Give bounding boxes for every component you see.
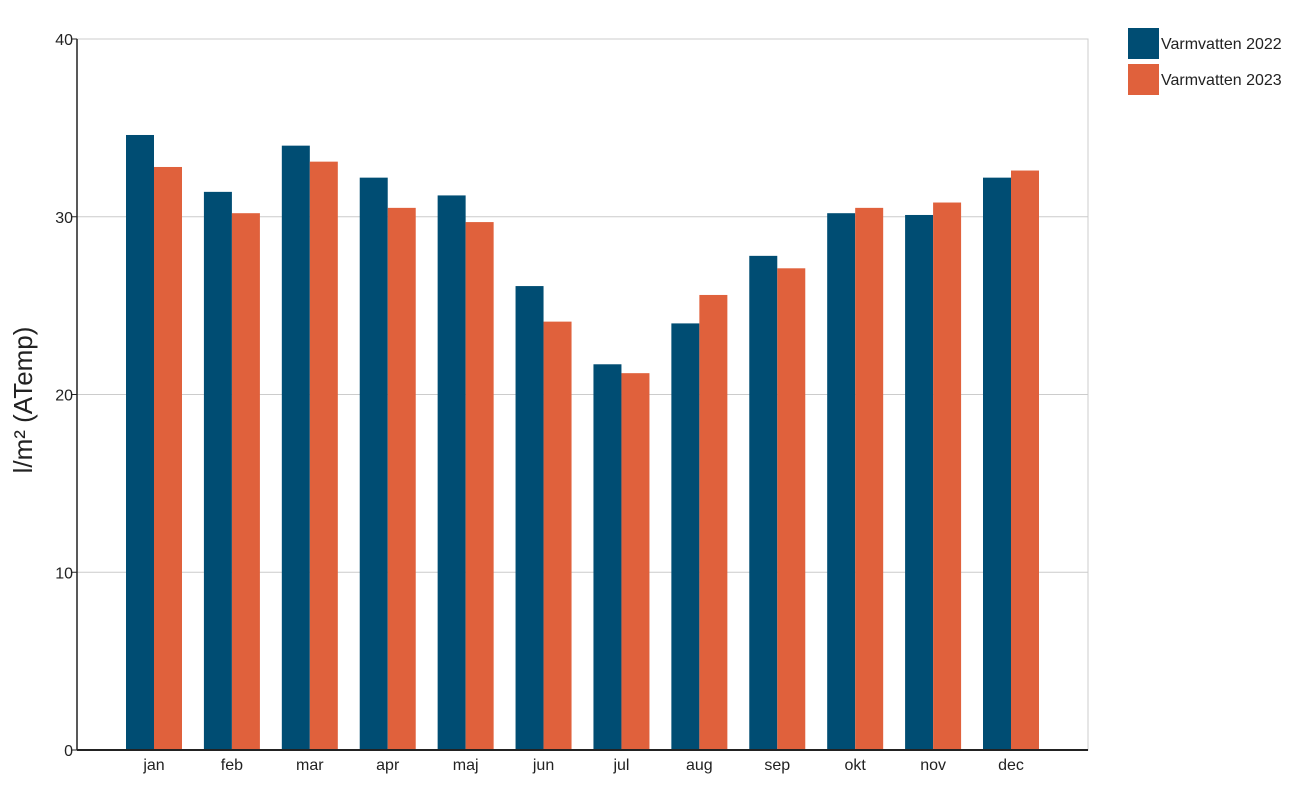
bar-2023-okt: [855, 207, 884, 751]
legend-label: Varmvatten 2022: [1161, 36, 1282, 53]
bar-2022-apr: [359, 177, 388, 750]
bar-2023-feb: [231, 213, 260, 750]
bar-2023-sep: [777, 268, 806, 750]
bar-2022-jul: [593, 364, 622, 750]
bar-2022-dec: [983, 177, 1011, 750]
bar-2023-jun: [543, 321, 572, 750]
legend: Varmvatten 2022 Varmvatten 2023: [1128, 28, 1282, 95]
bar-2023-apr: [387, 207, 416, 751]
bar-2023-jul: [621, 373, 650, 750]
x-tick-label: feb: [221, 757, 243, 774]
y-tick-label: 30: [55, 210, 73, 227]
bar-2023-nov: [933, 202, 962, 750]
x-tick-label: okt: [845, 757, 867, 774]
x-tick-label: apr: [376, 757, 400, 774]
bar-2022-feb: [203, 191, 232, 751]
bar-2022-maj: [437, 195, 466, 751]
legend-swatch: [1128, 28, 1159, 59]
legend-label: Varmvatten 2023: [1161, 72, 1282, 89]
x-tick-label: jul: [612, 757, 629, 774]
x-tick-labels: jan feb mar apr maj jun jul aug sep okt nov dec: [142, 757, 1024, 774]
x-tick-label: jan: [142, 757, 164, 774]
bars: [126, 134, 1039, 751]
bar-2022-jan: [126, 134, 154, 751]
y-tick-label: 20: [55, 388, 73, 405]
bar-2022-jun: [515, 286, 544, 750]
x-tick-label: maj: [453, 757, 479, 774]
y-tick-label: 0: [64, 743, 73, 760]
y-tick-label: 40: [55, 32, 73, 49]
x-tick-label: sep: [764, 757, 790, 774]
bar-2022-mar: [281, 145, 310, 750]
bar-2023-aug: [699, 294, 728, 750]
x-tick-label: nov: [920, 757, 946, 774]
x-tick-label: mar: [296, 757, 324, 774]
x-tick-label: aug: [686, 757, 713, 774]
bar-2022-sep: [749, 255, 778, 751]
legend-swatch: [1128, 64, 1159, 95]
axes: [71, 38, 1088, 751]
bar-2023-mar: [309, 161, 338, 750]
bar-2023-dec: [1011, 170, 1039, 750]
x-tick-label: jun: [532, 757, 554, 774]
bar-2022-aug: [671, 323, 700, 750]
bar-2022-okt: [827, 213, 856, 750]
bar-2022-nov: [905, 214, 934, 750]
y-tick-labels: 0 10 20 30 40: [55, 32, 73, 760]
bar-2023-maj: [465, 222, 494, 750]
x-tick-label: dec: [998, 757, 1024, 774]
bar-2023-jan: [154, 166, 182, 751]
y-tick-label: 10: [55, 565, 73, 582]
y-axis-title: l/m² (ATemp): [8, 327, 38, 474]
